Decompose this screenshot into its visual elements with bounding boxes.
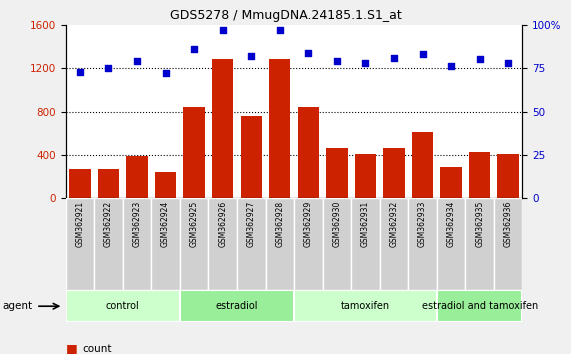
FancyBboxPatch shape: [266, 198, 294, 290]
Text: tamoxifen: tamoxifen: [341, 301, 390, 311]
Text: GSM362931: GSM362931: [361, 201, 370, 247]
FancyBboxPatch shape: [151, 198, 180, 290]
Bar: [269, 59, 291, 198]
Bar: [126, 156, 148, 198]
FancyBboxPatch shape: [351, 198, 380, 290]
Point: [504, 60, 513, 66]
Bar: [440, 167, 462, 198]
Text: ■: ■: [66, 342, 78, 354]
FancyBboxPatch shape: [123, 198, 151, 290]
Text: GSM362930: GSM362930: [332, 201, 341, 247]
Point: [447, 64, 456, 69]
Text: GSM362924: GSM362924: [161, 201, 170, 247]
Text: GSM362935: GSM362935: [475, 201, 484, 247]
FancyBboxPatch shape: [66, 290, 180, 322]
Text: GSM362925: GSM362925: [190, 201, 199, 247]
Point: [332, 58, 341, 64]
Bar: [497, 154, 519, 198]
FancyBboxPatch shape: [66, 198, 94, 290]
Point: [218, 27, 227, 33]
Point: [132, 58, 142, 64]
Text: estradiol and tamoxifen: estradiol and tamoxifen: [421, 301, 538, 311]
Bar: [212, 59, 234, 198]
Text: GSM362929: GSM362929: [304, 201, 313, 247]
Text: GSM362926: GSM362926: [218, 201, 227, 247]
Bar: [297, 107, 319, 198]
Point: [190, 46, 199, 52]
Point: [75, 69, 85, 74]
Point: [275, 27, 284, 33]
Bar: [326, 148, 348, 198]
FancyBboxPatch shape: [323, 198, 351, 290]
Point: [104, 65, 113, 71]
FancyBboxPatch shape: [437, 198, 465, 290]
FancyBboxPatch shape: [437, 290, 522, 322]
Text: GSM362921: GSM362921: [75, 201, 85, 247]
Bar: [355, 154, 376, 198]
FancyBboxPatch shape: [294, 290, 437, 322]
Text: GSM362923: GSM362923: [132, 201, 142, 247]
Text: GDS5278 / MmugDNA.24185.1.S1_at: GDS5278 / MmugDNA.24185.1.S1_at: [170, 9, 401, 22]
Bar: [183, 107, 205, 198]
Text: control: control: [106, 301, 140, 311]
Text: GSM362934: GSM362934: [447, 201, 456, 247]
Text: agent: agent: [3, 301, 33, 311]
Point: [161, 70, 170, 76]
FancyBboxPatch shape: [180, 290, 294, 322]
FancyBboxPatch shape: [94, 198, 123, 290]
Bar: [240, 116, 262, 198]
Point: [418, 51, 427, 57]
Point: [304, 50, 313, 55]
Point: [247, 53, 256, 59]
Bar: [412, 132, 433, 198]
FancyBboxPatch shape: [237, 198, 266, 290]
FancyBboxPatch shape: [408, 198, 437, 290]
Bar: [69, 169, 91, 198]
Text: GSM362933: GSM362933: [418, 201, 427, 247]
Text: GSM362936: GSM362936: [504, 201, 513, 247]
Bar: [383, 148, 405, 198]
Bar: [469, 152, 490, 198]
FancyBboxPatch shape: [180, 198, 208, 290]
Bar: [98, 169, 119, 198]
Bar: [155, 172, 176, 198]
Text: GSM362922: GSM362922: [104, 201, 113, 247]
Point: [389, 55, 399, 61]
Text: count: count: [83, 344, 112, 354]
FancyBboxPatch shape: [294, 198, 323, 290]
Text: GSM362928: GSM362928: [275, 201, 284, 247]
Point: [475, 57, 484, 62]
FancyBboxPatch shape: [380, 198, 408, 290]
Text: GSM362927: GSM362927: [247, 201, 256, 247]
FancyBboxPatch shape: [465, 198, 494, 290]
FancyBboxPatch shape: [208, 198, 237, 290]
Text: GSM362932: GSM362932: [389, 201, 399, 247]
Point: [361, 60, 370, 66]
Text: estradiol: estradiol: [216, 301, 258, 311]
FancyBboxPatch shape: [494, 198, 522, 290]
